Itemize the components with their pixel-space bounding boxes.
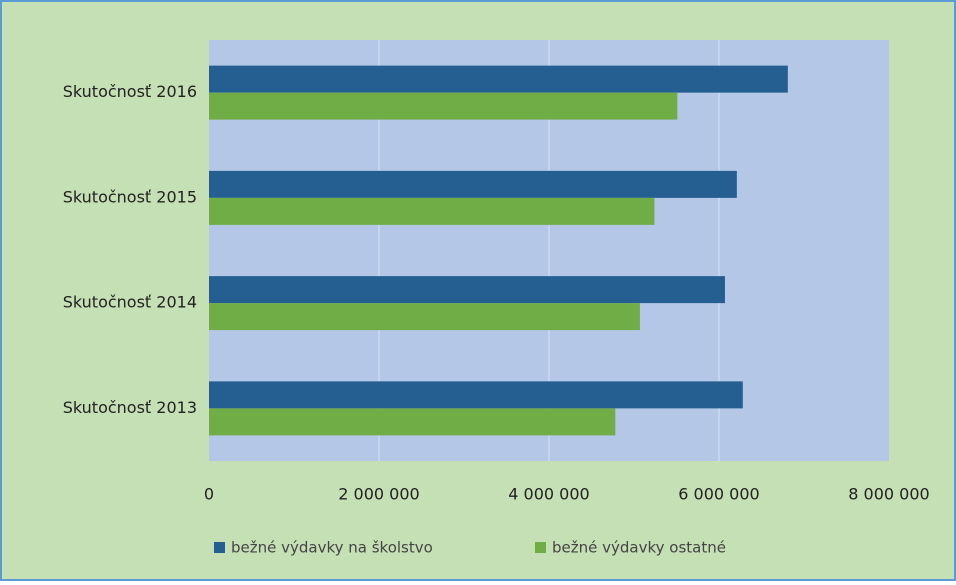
x-tick-label: 0 <box>204 485 214 504</box>
legend: bežné výdavky na školstvo bežné výdavky o… <box>214 539 726 557</box>
legend-label: bežné výdavky na školstvo <box>231 539 433 557</box>
bar <box>209 303 640 331</box>
bar <box>209 170 737 198</box>
bar <box>209 381 743 409</box>
x-tick-label: 6 000 000 <box>678 485 759 504</box>
y-tick-label: Skutočnosť 2016 <box>63 82 197 101</box>
bar <box>209 276 725 304</box>
bar <box>209 408 616 436</box>
x-tick-label: 4 000 000 <box>508 485 589 504</box>
legend-swatch <box>535 542 546 553</box>
y-tick-label: Skutočnosť 2014 <box>63 293 197 312</box>
y-tick-label: Skutočnosť 2013 <box>63 398 197 417</box>
bar <box>209 197 655 225</box>
x-tick-label: 2 000 000 <box>338 485 419 504</box>
legend-swatch <box>214 542 225 553</box>
x-tick-label: 8 000 000 <box>848 485 929 504</box>
bar <box>209 92 678 120</box>
legend-label: bežné výdavky ostatné <box>552 539 726 557</box>
bar <box>209 65 788 93</box>
y-tick-label: Skutočnosť 2015 <box>63 187 197 206</box>
